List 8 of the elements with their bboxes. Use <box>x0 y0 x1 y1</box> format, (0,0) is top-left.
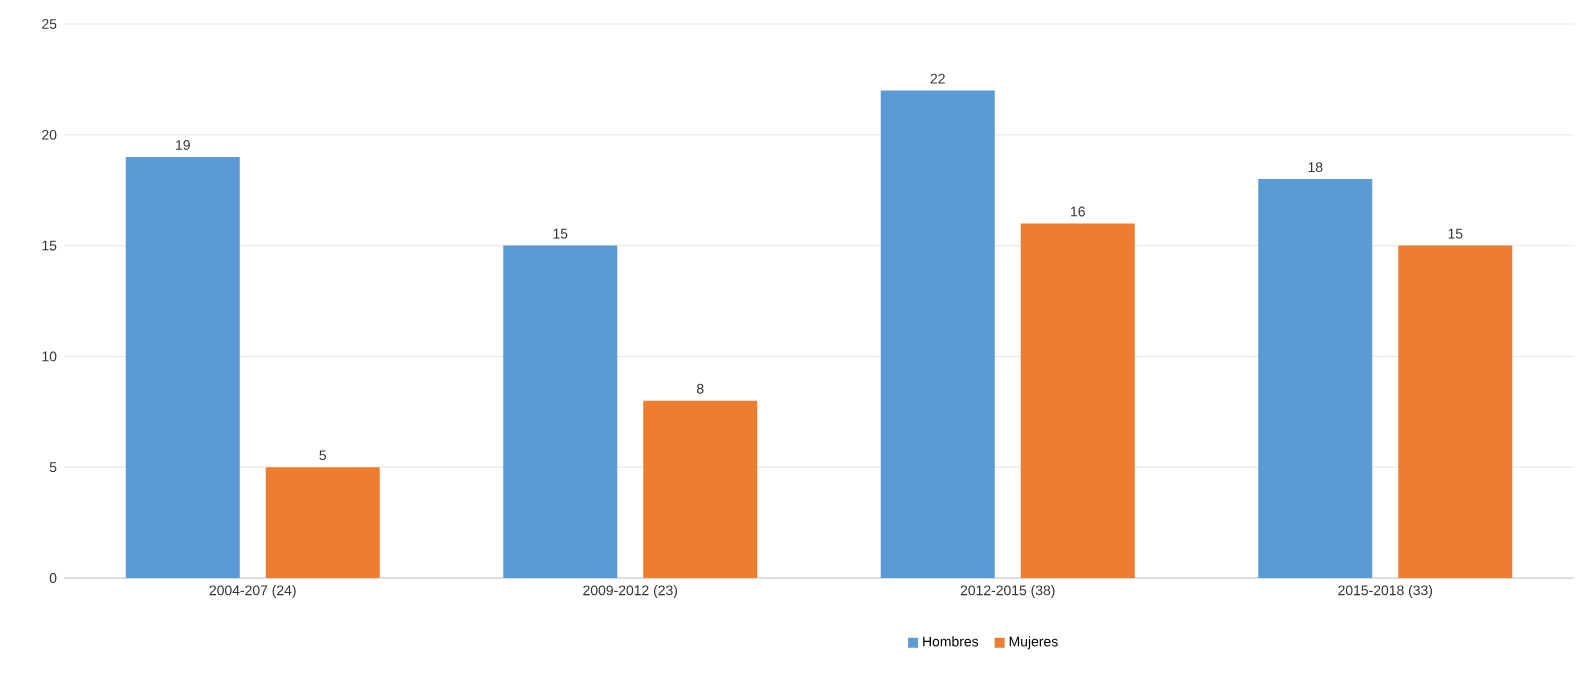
bar <box>643 400 758 578</box>
bar <box>1020 223 1135 578</box>
bar <box>1398 245 1513 578</box>
bar <box>880 90 995 578</box>
bar <box>125 156 240 578</box>
bar <box>503 245 618 578</box>
bar <box>265 467 380 578</box>
bar <box>1258 179 1373 578</box>
